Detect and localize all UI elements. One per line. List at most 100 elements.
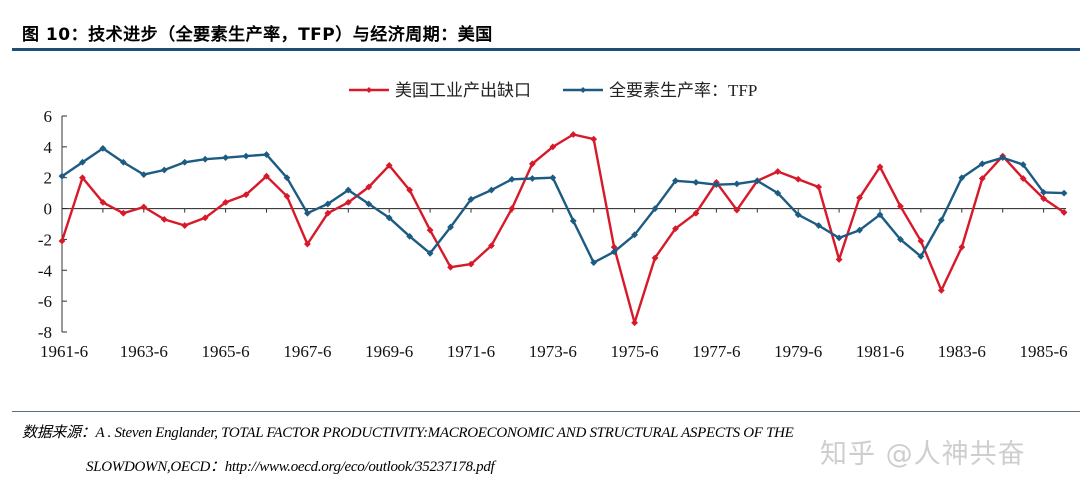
data-point-1-12 [304, 209, 311, 217]
data-point-0-36 [794, 175, 802, 183]
x-tick-label: 1961-6 [40, 342, 88, 361]
y-tick-label: 2 [44, 169, 53, 188]
data-point-1-49 [1060, 189, 1068, 197]
data-point-1-15 [365, 200, 373, 208]
data-point-0-11 [283, 192, 291, 200]
y-tick-label: 4 [44, 138, 53, 157]
data-point-1-35 [774, 189, 782, 197]
figure-title: 图 10：技术进步（全要素生产率，TFP）与经济周期：美国 [22, 25, 493, 45]
data-point-0-2 [99, 199, 107, 206]
data-point-1-41 [897, 236, 904, 243]
legend-swatch-marker [580, 87, 586, 93]
data-point-0-30 [672, 225, 679, 233]
data-point-1-47 [1019, 161, 1027, 168]
data-point-0-1 [79, 174, 86, 182]
data-point-0-42 [917, 237, 925, 245]
data-point-0-23 [528, 160, 536, 168]
data-point-0-8 [222, 199, 229, 206]
data-point-1-32 [713, 181, 720, 189]
data-point-0-39 [856, 194, 863, 202]
watermark: 知乎 @人神共奋 [820, 439, 1026, 470]
data-point-1-43 [937, 216, 945, 224]
data-point-1-20 [467, 195, 475, 203]
data-point-0-31 [692, 209, 700, 217]
data-point-1-24 [549, 174, 557, 182]
data-point-0-22 [508, 205, 516, 212]
legend-swatch-marker [366, 87, 372, 93]
data-point-1-46 [999, 154, 1007, 162]
y-tick-label: -8 [38, 323, 52, 342]
x-tick-label: 1963-6 [120, 342, 168, 361]
data-point-1-22 [508, 175, 516, 183]
data-point-0-13 [324, 209, 332, 217]
data-point-1-48 [1040, 188, 1047, 196]
data-point-1-6 [181, 158, 189, 166]
data-point-0-26 [590, 135, 598, 143]
data-point-0-14 [344, 199, 352, 206]
y-tick-label: 0 [44, 200, 53, 219]
y-tick-label: -4 [38, 261, 53, 280]
x-tick-label: 1965-6 [202, 342, 250, 361]
data-point-0-3 [119, 209, 127, 217]
data-point-0-24 [549, 143, 557, 151]
series-line-0 [60, 133, 1065, 324]
data-point-1-34 [753, 177, 761, 185]
data-point-0-12 [304, 240, 311, 248]
source-text-line2: SLOWDOWN,OECD：http://www.oecd.org/eco/ou… [86, 459, 495, 475]
legend-label: 全要素生产率：TFP [609, 81, 757, 100]
data-point-1-42 [917, 253, 925, 260]
source-rule [12, 411, 1080, 412]
y-tick-label: 6 [44, 107, 53, 126]
data-point-1-25 [569, 217, 577, 225]
data-point-0-48 [1040, 195, 1047, 202]
data-point-1-30 [672, 177, 679, 185]
data-point-0-19 [447, 263, 454, 271]
data-point-1-2 [99, 145, 107, 152]
data-point-1-44 [958, 174, 966, 182]
x-tick-label: 1969-6 [365, 342, 413, 361]
data-point-0-35 [774, 168, 782, 175]
data-point-1-10 [263, 151, 270, 158]
data-point-0-25 [569, 131, 577, 138]
x-tick-label: 1977-6 [692, 342, 740, 361]
x-tick-label: 1981-6 [856, 342, 904, 361]
data-point-0-20 [467, 260, 475, 268]
data-point-1-1 [79, 158, 86, 166]
data-point-0-33 [733, 206, 741, 214]
data-point-1-37 [815, 222, 823, 229]
data-point-0-41 [897, 202, 904, 210]
x-tick-label: 1973-6 [529, 342, 577, 361]
data-point-1-45 [978, 160, 986, 168]
data-point-0-45 [978, 175, 986, 182]
data-point-0-29 [651, 254, 659, 262]
source-text-line1: 数据来源：A . Steven Englander, TOTAL FACTOR … [22, 425, 794, 441]
data-point-1-19 [447, 223, 454, 231]
series-line-1 [61, 147, 1065, 264]
data-point-0-21 [488, 242, 495, 249]
data-point-1-0 [58, 172, 66, 180]
data-point-1-13 [324, 200, 332, 208]
data-point-1-31 [692, 178, 700, 186]
data-point-1-16 [385, 214, 393, 222]
data-point-0-4 [140, 203, 148, 211]
data-point-1-27 [610, 248, 618, 256]
data-point-0-0 [58, 237, 66, 245]
data-point-1-36 [794, 211, 802, 219]
data-point-0-15 [365, 183, 373, 191]
data-point-1-21 [488, 186, 495, 194]
x-tick-label: 1967-6 [283, 342, 331, 361]
data-point-1-17 [406, 232, 414, 240]
y-tick-label: -6 [38, 292, 52, 311]
data-point-0-43 [937, 286, 945, 294]
data-point-0-6 [181, 222, 189, 229]
x-tick-label: 1985-6 [1020, 342, 1068, 361]
data-point-1-26 [590, 259, 598, 266]
data-point-1-28 [631, 231, 638, 239]
data-point-0-10 [263, 172, 270, 180]
data-point-1-29 [651, 205, 659, 212]
data-point-0-47 [1019, 175, 1027, 182]
data-point-1-40 [876, 211, 884, 219]
data-point-1-11 [283, 174, 291, 182]
